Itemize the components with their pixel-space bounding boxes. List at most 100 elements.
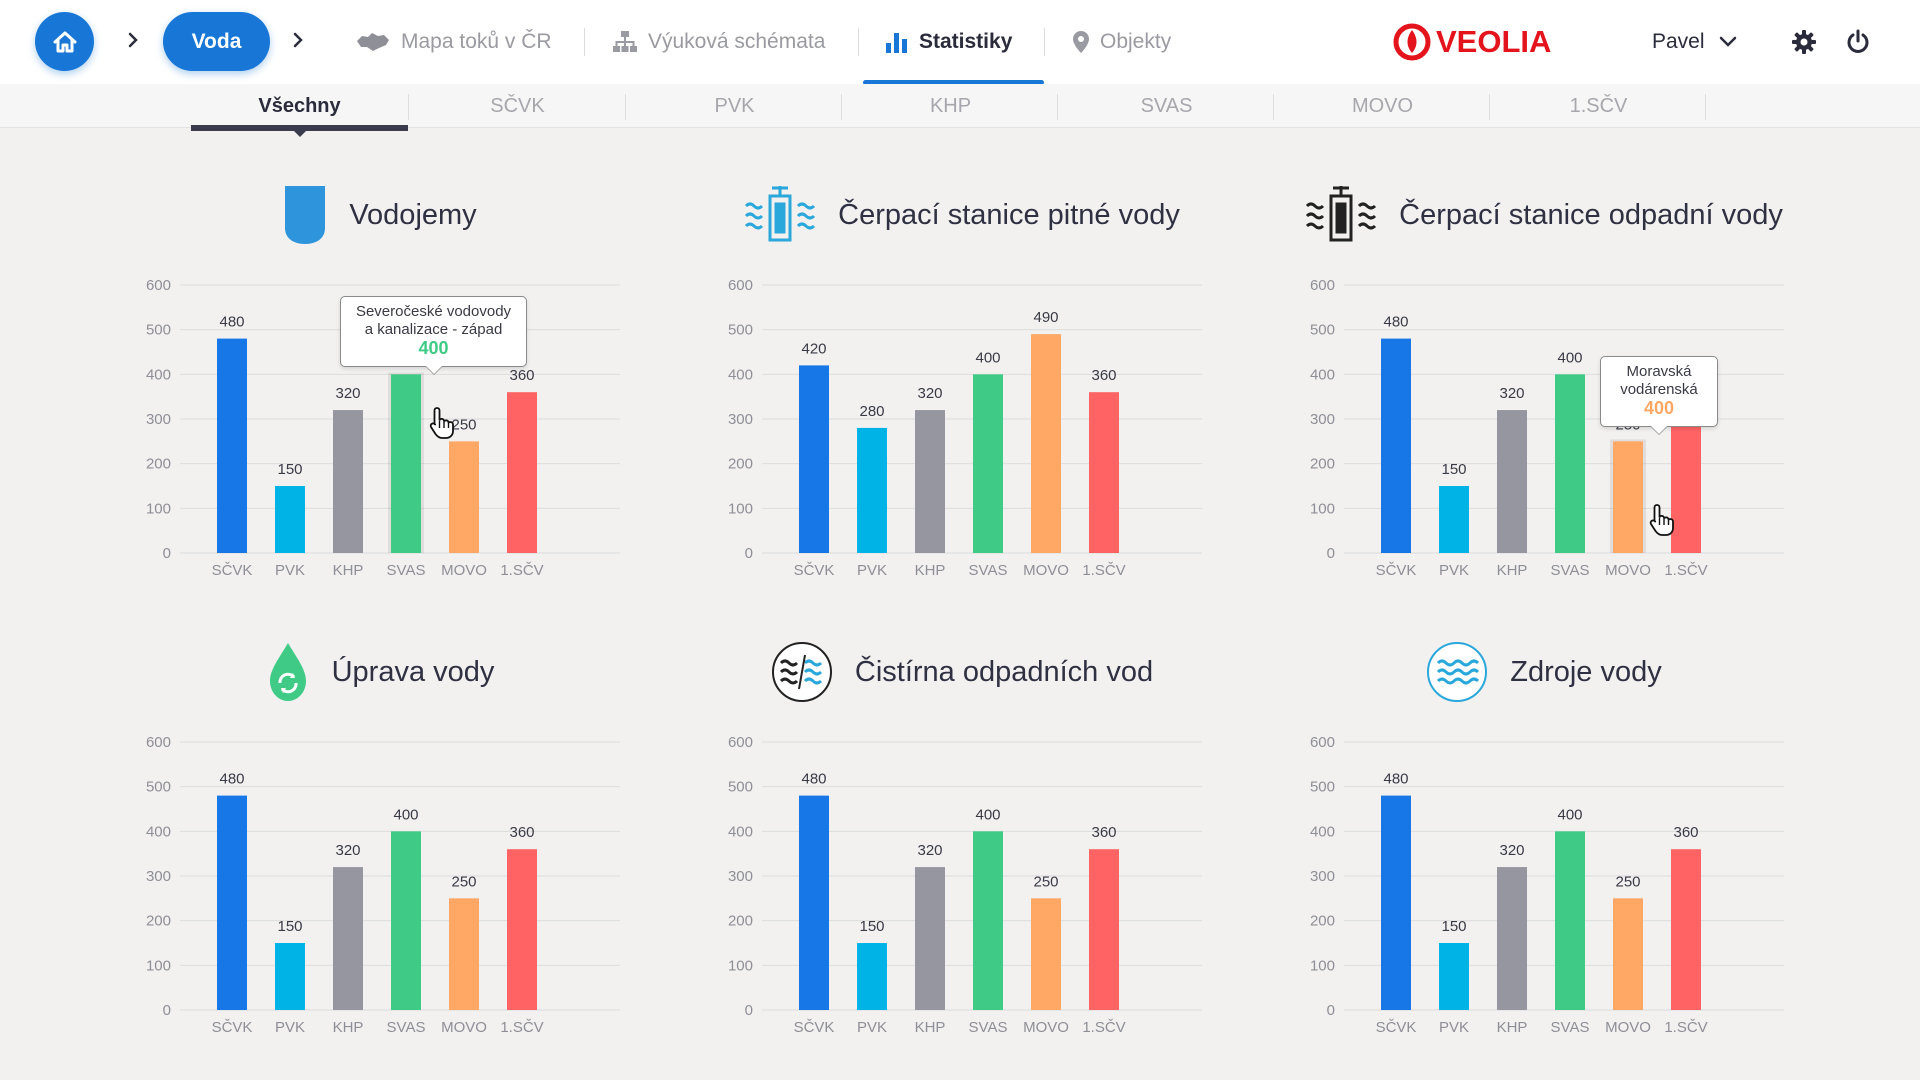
bar: [1089, 392, 1119, 553]
data-label: 490: [1033, 309, 1058, 326]
y-tick-label: 200: [1310, 456, 1335, 473]
x-tick-label: KHP: [1497, 562, 1528, 579]
chart-tooltip: Moravská vodárenská 400: [1600, 356, 1718, 435]
tab-svas[interactable]: SVAS: [1140, 94, 1193, 117]
tab-vsechny[interactable]: Všechny: [258, 94, 341, 117]
home-button[interactable]: [35, 12, 94, 71]
x-tick-label: 1.SČV: [1082, 562, 1125, 579]
data-label: 400: [1557, 349, 1582, 366]
y-tick-label: 100: [728, 957, 753, 974]
y-tick-label: 500: [728, 322, 753, 339]
tab-divider: [1057, 94, 1058, 120]
water-treatment-drop-icon: [269, 643, 306, 701]
data-label: 280: [859, 403, 884, 420]
tab-divider: [625, 94, 626, 120]
x-tick-label: SČVK: [1376, 562, 1417, 579]
nav-item-vyukova-schemata[interactable]: Výuková schémata: [612, 22, 825, 62]
data-label: 480: [219, 771, 244, 788]
breadcrumb-voda-button[interactable]: Voda: [163, 12, 270, 71]
data-label: 480: [1383, 314, 1408, 331]
nav-item-mapa-toku[interactable]: Mapa toků v ČR: [355, 22, 552, 62]
tooltip-line: Severočeské vodovody: [355, 303, 512, 320]
active-nav-indicator: [863, 80, 1044, 85]
bar: [1613, 441, 1643, 553]
panel-title: Čerpací stanice pitné vody: [838, 198, 1180, 231]
map-czech-icon: [357, 33, 389, 51]
nav-item-statistiky[interactable]: Statistiky: [885, 22, 1012, 62]
logout-button[interactable]: [1842, 26, 1874, 58]
tab-divider: [1705, 94, 1706, 120]
x-tick-label: KHP: [333, 562, 364, 579]
tab-khp[interactable]: KHP: [929, 94, 972, 117]
x-tick-label: MOVO: [1605, 1019, 1651, 1036]
y-tick-label: 200: [728, 913, 753, 930]
tab-divider: [841, 94, 842, 120]
y-tick-label: 100: [146, 500, 171, 517]
top-navigation-bar: Voda Mapa toků v ČR Výuková schémata Sta…: [0, 0, 1920, 85]
x-tick-label: SVAS: [1551, 562, 1590, 579]
y-tick-label: 500: [1310, 322, 1335, 339]
tab-pvk[interactable]: PVK: [714, 94, 755, 117]
y-tick-label: 400: [1310, 366, 1335, 383]
x-tick-label: SČVK: [212, 562, 253, 579]
x-tick-label: SVAS: [387, 562, 426, 579]
panel-title: Zdroje vody: [1510, 655, 1662, 688]
data-label: 250: [1033, 873, 1058, 890]
bar: [1089, 849, 1119, 1010]
y-tick-label: 600: [146, 277, 171, 294]
nav-item-objekty[interactable]: Objekty: [1072, 22, 1171, 62]
bar: [1555, 831, 1585, 1010]
bar: [973, 374, 1003, 553]
y-tick-label: 500: [728, 779, 753, 796]
user-menu[interactable]: Pavel: [1652, 24, 1737, 60]
bar: [449, 898, 479, 1010]
stat-panel-zdroje-vody: Zdroje vody 0 100 200 300 400 500 600 480 SČVK 15…: [1264, 607, 1824, 1047]
veolia-logo-icon: [1393, 23, 1431, 61]
settings-button[interactable]: [1788, 26, 1820, 58]
bar: [275, 486, 305, 553]
data-label: 480: [801, 771, 826, 788]
x-tick-label: SVAS: [969, 1019, 1008, 1036]
bar: [507, 392, 537, 553]
data-label: 150: [859, 918, 884, 935]
stat-panel-cerpaci-pitne: Čerpací stanice pitné vody 0 100 200 300 400…: [682, 150, 1242, 590]
data-label: 320: [335, 842, 360, 859]
data-label: 320: [917, 385, 942, 402]
bar: [391, 374, 421, 553]
bar: [1031, 334, 1061, 553]
tab-movo[interactable]: MOVO: [1351, 94, 1414, 117]
water-tank-icon: [285, 186, 326, 244]
y-tick-label: 300: [728, 411, 753, 428]
data-label: 320: [335, 385, 360, 402]
bar: [275, 943, 305, 1010]
bar: [799, 795, 829, 1010]
bar: [857, 943, 887, 1010]
x-tick-label: SVAS: [1551, 1019, 1590, 1036]
tooltip-line: a kanalizace - západ: [364, 321, 503, 338]
tab-1scv[interactable]: 1.SČV: [1569, 94, 1628, 117]
y-tick-label: 0: [163, 545, 171, 562]
x-tick-label: 1.SČV: [1664, 1019, 1707, 1036]
chevron-right-icon: [121, 28, 145, 52]
data-label: 480: [219, 314, 244, 331]
tab-divider: [1489, 94, 1490, 120]
y-tick-label: 400: [728, 366, 753, 383]
nav-item-label: Mapa toků v ČR: [401, 30, 552, 53]
tooltip-value: 400: [1643, 398, 1675, 418]
bar: [507, 849, 537, 1010]
y-tick-label: 100: [1310, 957, 1335, 974]
y-tick-label: 400: [728, 823, 753, 840]
panel-header: Zdroje vody: [1264, 637, 1824, 707]
bar: [1381, 338, 1411, 553]
bar-chart: 0 100 200 300 400 500 600 480 SČVK 150 PVK 320 KHP 40…: [146, 277, 620, 579]
y-tick-label: 400: [146, 366, 171, 383]
nav-divider: [1044, 28, 1045, 56]
tab-scvk[interactable]: SČVK: [490, 94, 545, 117]
location-pin-icon: [1073, 31, 1089, 53]
stat-panel-cerpaci-odpadni: Čerpací stanice odpadní vody 0 100 200 300 4…: [1264, 150, 1824, 590]
y-tick-label: 200: [728, 456, 753, 473]
bar: [217, 795, 247, 1010]
bar-chart: 0 100 200 300 400 500 600 420 SČVK 280 PVK 320 KHP 40…: [728, 277, 1202, 579]
pump-waste-water-icon: [1306, 186, 1377, 242]
y-tick-label: 400: [146, 823, 171, 840]
